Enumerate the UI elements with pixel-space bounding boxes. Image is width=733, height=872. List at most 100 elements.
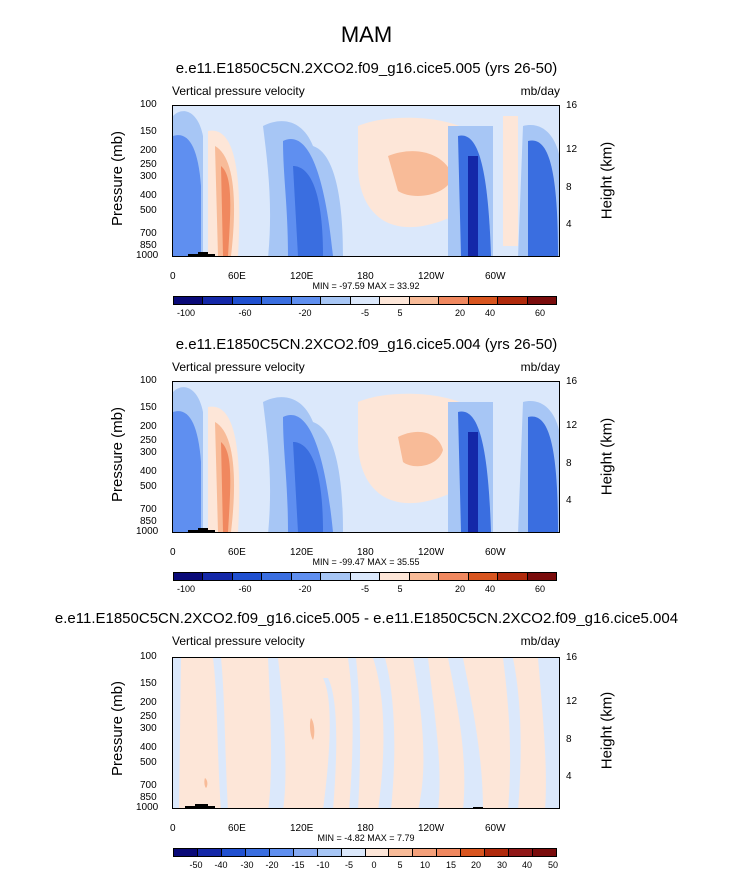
- y-tick: 300: [140, 171, 157, 182]
- x-tick: 0: [170, 823, 176, 834]
- colorbar-label: 5: [397, 308, 403, 318]
- y-tick: 1000: [136, 802, 159, 813]
- left-string: Vertical pressure velocity: [172, 634, 305, 648]
- contour-mark: [448, 658, 483, 808]
- contour-plot: [172, 105, 560, 257]
- colorbar-swatch: [498, 573, 528, 580]
- contour-mark: [268, 658, 286, 808]
- stats-label: MIN = -4.82 MAX = 7.79: [317, 833, 415, 843]
- colorbar-swatch: [533, 849, 556, 856]
- panel-title: e.e11.E1850C5CN.2XCO2.f09_g16.cice5.004 …: [175, 336, 558, 353]
- colorbar-swatch: [413, 849, 438, 856]
- terrain-mark: [185, 804, 215, 808]
- colorbar-swatch: [437, 849, 462, 856]
- colorbar-label: 10: [419, 860, 430, 870]
- y-tick: 1000: [136, 526, 159, 537]
- contour-mark: [503, 658, 521, 808]
- colorbar-label: 20: [454, 308, 465, 318]
- colorbar-label: 5: [397, 584, 403, 594]
- x-tick: 180: [357, 271, 374, 282]
- y-tick: 200: [140, 421, 157, 432]
- y-tick: 300: [140, 447, 157, 458]
- y-tick: 150: [140, 126, 157, 137]
- colorbar-swatch: [509, 849, 534, 856]
- colorbar-label: 40: [521, 860, 532, 870]
- colorbar-swatch: [498, 297, 528, 304]
- colorbar-label: 60: [534, 584, 545, 594]
- contour-mark: [538, 658, 559, 808]
- x-tick: 120W: [418, 547, 445, 558]
- figure-title: MAM: [340, 22, 393, 47]
- contour-mark: [413, 658, 440, 808]
- colorbar-label: 60: [534, 308, 545, 318]
- left-string: Vertical pressure velocity: [172, 84, 305, 98]
- colorbar-swatch: [365, 849, 390, 856]
- y-tick: 400: [140, 742, 157, 753]
- y-tick: 500: [140, 205, 157, 216]
- colorbar-swatch: [468, 297, 499, 304]
- y-tick: 500: [140, 757, 157, 768]
- contour-mark: [293, 442, 323, 532]
- right-string: mb/day: [520, 634, 560, 648]
- colorbar-label: 50: [547, 860, 558, 870]
- colorbar-label: -40: [214, 860, 228, 870]
- x-tick: 0: [170, 547, 176, 558]
- contour-mark: [468, 432, 478, 532]
- y-right-tick: 8: [566, 182, 572, 193]
- colorbar-label: -15: [291, 860, 305, 870]
- colorbar-swatch: [174, 573, 204, 580]
- colorbar-label: 15: [445, 860, 456, 870]
- y-tick: 100: [140, 375, 157, 386]
- colorbar-swatch: [293, 849, 318, 856]
- contour-mark: [388, 151, 453, 196]
- contour-mark: [468, 156, 478, 256]
- stats-label: MIN = -97.59 MAX = 33.92: [312, 281, 420, 291]
- colorbar-label: -5: [344, 860, 353, 870]
- y-tick: 100: [140, 651, 157, 662]
- colorbar-label: 0: [371, 860, 377, 870]
- colorbar-swatch: [409, 573, 440, 580]
- colorbar: [173, 848, 557, 857]
- contour-svg: [173, 658, 559, 808]
- terrain-mark: [473, 807, 483, 808]
- colorbar-swatch: [291, 297, 322, 304]
- colorbar-label: -20: [298, 308, 312, 318]
- colorbar-label: -5: [360, 584, 369, 594]
- colorbar-label: -20: [298, 584, 312, 594]
- y-tick: 250: [140, 435, 157, 446]
- contour-mark: [528, 140, 558, 256]
- y-axis-label-right: Height (km): [598, 417, 616, 496]
- contour-plot: [172, 381, 560, 533]
- contour-mark: [309, 718, 315, 740]
- colorbar-label: 30: [496, 860, 507, 870]
- y-tick: 100: [140, 99, 157, 110]
- colorbar-swatch: [439, 573, 469, 580]
- colorbar-swatch: [203, 573, 233, 580]
- x-tick: 180: [357, 823, 374, 834]
- contour-svg: [173, 106, 559, 256]
- y-axis-label-right: Height (km): [598, 141, 616, 220]
- contour-mark: [323, 678, 337, 808]
- colorbar: [173, 296, 557, 305]
- y-tick: 200: [140, 145, 157, 156]
- colorbar-label: -100: [176, 308, 195, 318]
- colorbar-swatch: [485, 849, 510, 856]
- bg-fill: [173, 658, 559, 808]
- y-tick: 400: [140, 466, 157, 477]
- colorbar-label: 40: [484, 308, 495, 318]
- colorbar-swatch: [389, 849, 414, 856]
- colorbar-label: -60: [238, 308, 252, 318]
- y-tick: 400: [140, 190, 157, 201]
- y-axis-label: Pressure (mb): [109, 406, 127, 503]
- x-tick: 120W: [418, 271, 445, 282]
- colorbar-swatch: [350, 297, 381, 304]
- colorbar-swatch: [350, 573, 381, 580]
- colorbar-label: -60: [238, 584, 252, 594]
- y-right-tick: 16: [566, 652, 578, 663]
- contour-mark: [204, 778, 208, 788]
- y-tick: 850: [140, 516, 157, 527]
- colorbar-swatch: [461, 849, 486, 856]
- colorbar-swatch: [197, 849, 222, 856]
- x-tick: 60E: [228, 823, 246, 834]
- y-tick: 700: [140, 504, 157, 515]
